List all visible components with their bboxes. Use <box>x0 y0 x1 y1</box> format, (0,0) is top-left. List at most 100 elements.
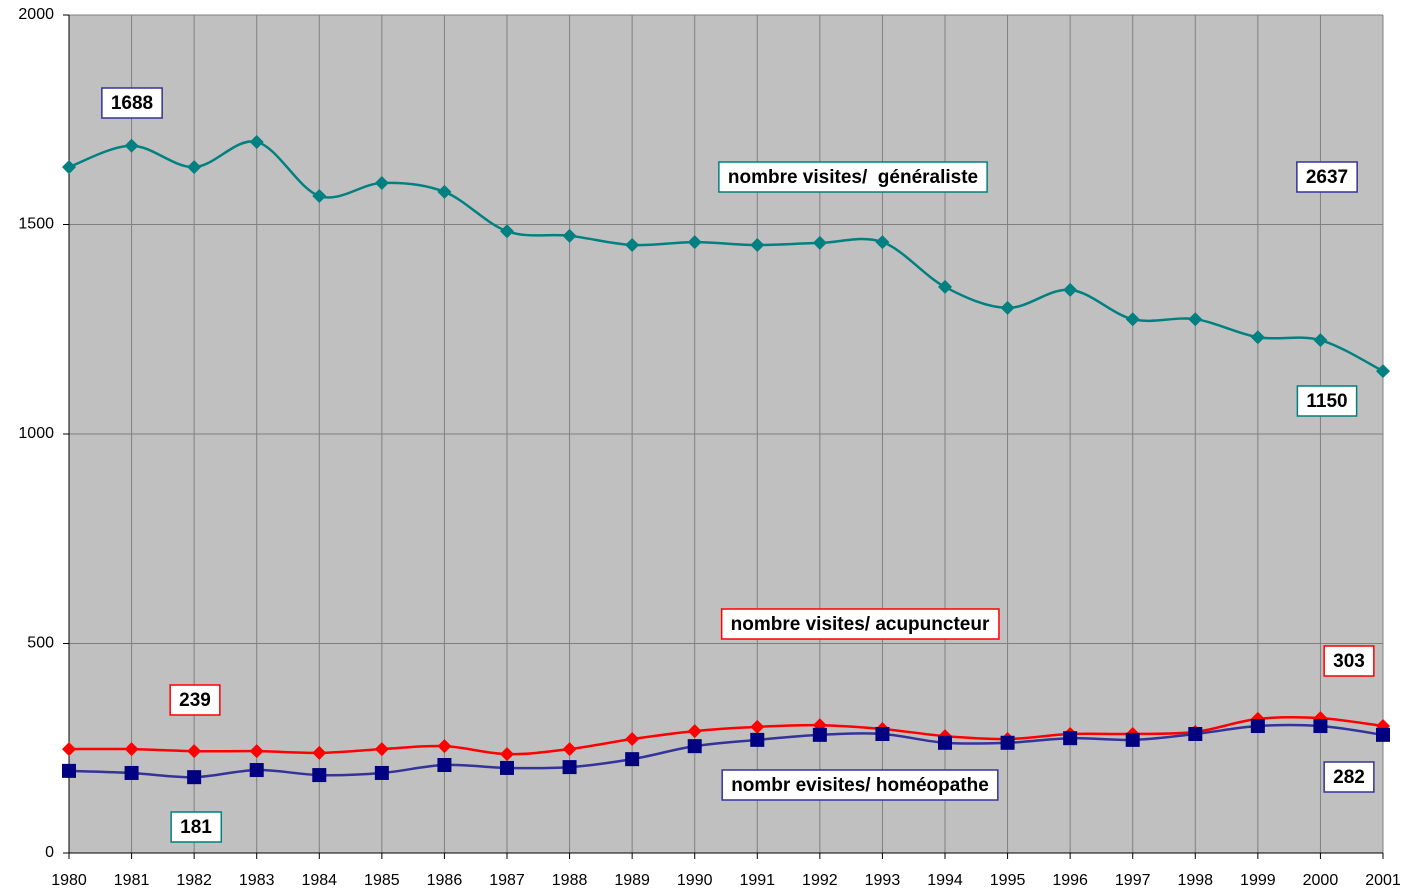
x-tick-label: 1996 <box>1052 872 1088 889</box>
label-box <box>170 811 223 843</box>
x-tick-label: 1995 <box>990 872 1026 889</box>
x-tick-label: 1980 <box>51 872 87 889</box>
marker <box>249 763 264 778</box>
legend-entry: nombre visites/ généraliste <box>718 161 988 193</box>
marker <box>62 160 76 175</box>
x-tick-label: 1998 <box>1177 872 1213 889</box>
marker <box>1313 333 1328 348</box>
x-tick-label: 1997 <box>1115 872 1151 889</box>
marker <box>750 719 765 734</box>
annotation: 239 <box>169 684 221 716</box>
x-tick-label: 1985 <box>364 872 400 889</box>
label-text: 239 <box>179 690 211 711</box>
marker <box>249 744 264 759</box>
x-tick-label: 1983 <box>239 872 275 889</box>
label-text: nombre visites/ acupuncteur <box>731 614 990 635</box>
marker <box>1250 719 1265 734</box>
y-tick-label: 1000 <box>18 425 54 442</box>
annotation: 282 <box>1323 761 1375 793</box>
marker <box>1125 732 1140 747</box>
marker <box>1000 300 1015 315</box>
x-tick-label: 1981 <box>114 872 150 889</box>
label-text: nombr evisites/ homéopathe <box>731 775 989 796</box>
marker <box>687 739 702 754</box>
annotation: 1150 <box>1296 385 1358 417</box>
marker <box>625 752 640 767</box>
x-tick-label: 1984 <box>301 872 337 889</box>
marker <box>187 744 202 759</box>
label-box <box>1296 385 1358 417</box>
x-tick-label: 2000 <box>1303 872 1339 889</box>
marker <box>1188 727 1203 742</box>
marker <box>1376 727 1390 742</box>
y-tick-label: 0 <box>45 844 54 861</box>
x-tick-label: 2001 <box>1365 872 1401 889</box>
annotation: 1688 <box>101 87 163 119</box>
x-tick-label: 1990 <box>677 872 713 889</box>
x-tick-label: 1987 <box>489 872 525 889</box>
marker <box>750 238 765 253</box>
label-box <box>1323 761 1375 793</box>
y-tick-label: 1500 <box>18 216 54 233</box>
marker <box>374 765 389 780</box>
marker <box>562 742 577 757</box>
marker <box>124 742 139 757</box>
marker <box>562 760 577 775</box>
y-tick-label: 2000 <box>18 6 54 23</box>
x-tick-label: 1989 <box>614 872 650 889</box>
marker <box>687 235 702 250</box>
label-box <box>1323 645 1375 677</box>
annotation: 2637 <box>1296 161 1358 193</box>
y-tick-label: 500 <box>27 635 54 652</box>
series-line <box>68 723 1384 779</box>
marker <box>187 160 202 175</box>
marker <box>312 745 327 760</box>
marker <box>625 732 640 747</box>
marker <box>437 739 452 754</box>
series-line <box>68 715 1384 756</box>
marker <box>1313 719 1328 734</box>
label-text: 1688 <box>111 93 153 114</box>
x-tick-label: 1993 <box>865 872 901 889</box>
marker <box>1063 282 1078 297</box>
label-text: 2637 <box>1306 167 1348 188</box>
marker <box>875 727 890 742</box>
marker <box>249 134 264 149</box>
marker <box>500 747 514 762</box>
marker <box>625 238 640 253</box>
label-box <box>718 161 988 193</box>
x-tick-label: 1988 <box>552 872 588 889</box>
marker <box>374 176 389 191</box>
x-tick-label: 1986 <box>427 872 463 889</box>
marker <box>312 189 327 204</box>
x-tick-label: 1994 <box>927 872 963 889</box>
label-box <box>1296 161 1358 193</box>
legend-entry: nombr evisites/ homéopathe <box>721 769 999 801</box>
annotation: 303 <box>1323 645 1375 677</box>
label-box <box>101 87 163 119</box>
marker <box>875 235 890 250</box>
marker <box>124 765 139 780</box>
marker <box>1125 312 1140 327</box>
x-tick-label: 1982 <box>176 872 212 889</box>
label-box <box>721 769 999 801</box>
label-box <box>169 684 221 716</box>
marker <box>437 758 452 773</box>
marker <box>1376 364 1390 379</box>
annotation: 181 <box>170 811 223 843</box>
label-box <box>720 608 1000 640</box>
marker <box>1188 312 1203 327</box>
marker <box>312 768 327 783</box>
label-text: nombre visites/ généraliste <box>728 167 978 188</box>
marker <box>124 138 139 153</box>
label-text: 282 <box>1333 767 1365 788</box>
marker <box>812 727 827 742</box>
label-text: 181 <box>180 817 212 838</box>
marker <box>938 735 952 750</box>
label-text: 303 <box>1333 651 1365 672</box>
x-tick-label: 1999 <box>1240 872 1276 889</box>
marker <box>750 732 765 747</box>
marker <box>1000 735 1015 750</box>
marker <box>374 742 389 757</box>
